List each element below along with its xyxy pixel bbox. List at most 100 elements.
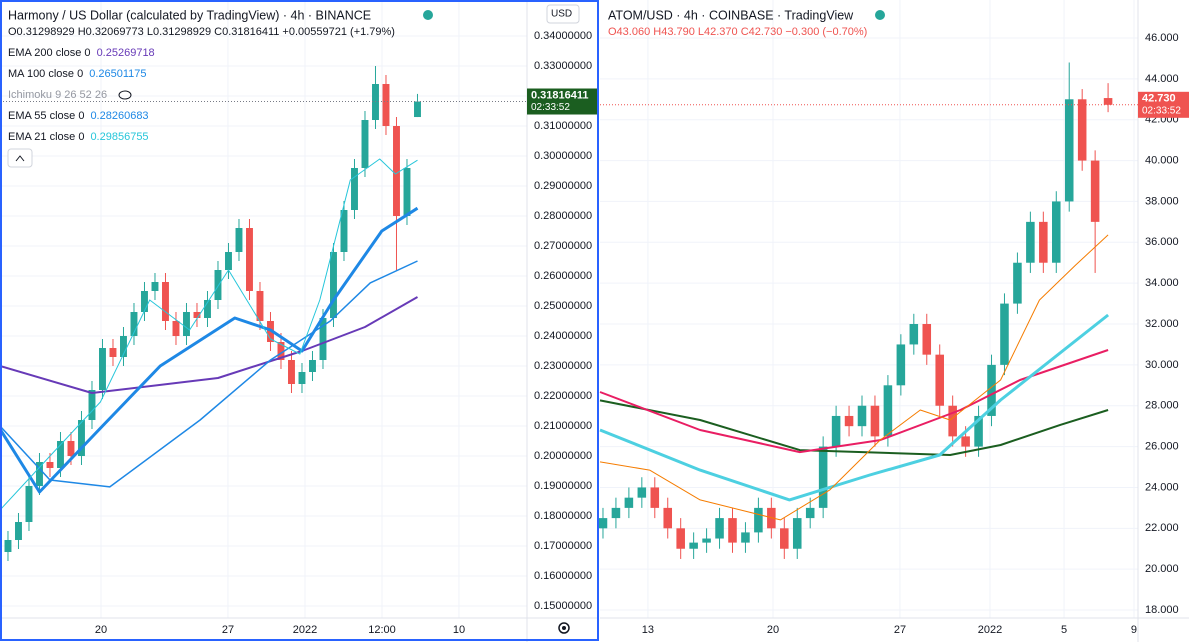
candle-body: [650, 487, 660, 508]
indicator-line: [599, 399, 1109, 456]
x-tick-label: 20: [767, 624, 779, 636]
indicator-legend: MA 100 close 0 0.26501175: [8, 68, 147, 80]
candle-body: [663, 507, 673, 529]
candle-body: [974, 415, 983, 447]
y-tick-label: 0.19000000: [534, 480, 592, 492]
collapse-button[interactable]: [7, 148, 33, 168]
x-tick-label: 20: [95, 624, 107, 636]
price-tag-countdown: 02:33:52: [1142, 105, 1181, 116]
candle-body: [46, 462, 54, 468]
x-tick-label: 27: [894, 624, 906, 636]
candle-body: [330, 252, 337, 318]
candle-body: [1064, 99, 1074, 202]
y-tick-label: 0.18000000: [534, 510, 592, 522]
candle-body: [109, 348, 117, 357]
candle-body: [204, 300, 211, 318]
indicator-value: 0.28260683: [90, 110, 148, 122]
currency-button[interactable]: [546, 4, 580, 24]
price-tag-value: 0.31816411: [531, 89, 589, 101]
y-tick-label: 28.000: [1145, 400, 1179, 412]
y-tick-label: 20.000: [1145, 563, 1179, 575]
price-tag: [1138, 91, 1189, 118]
candle-body: [57, 441, 64, 468]
y-tick-label: 0.25000000: [534, 300, 592, 312]
indicator-legend: EMA 200 close 0 0.25269718: [8, 47, 155, 59]
y-tick-label: 0.24000000: [534, 330, 592, 342]
candle-body: [1090, 160, 1100, 222]
candle-body: [611, 507, 621, 519]
x-tick-label: 5: [1061, 624, 1067, 636]
chart-title: Harmony / US Dollar (calculated by Tradi…: [8, 8, 371, 22]
candle-body: [637, 487, 647, 498]
gear-hub: [562, 626, 566, 630]
candle-body: [340, 210, 348, 252]
y-tick-label: 0.22000000: [534, 390, 592, 402]
candle-body: [792, 518, 802, 549]
indicator-value: 0.25269718: [97, 47, 155, 59]
candle-body: [896, 344, 906, 386]
y-tick-label: 0.27000000: [534, 240, 592, 252]
candle-body: [741, 532, 750, 543]
y-tick-label: 44.000: [1145, 73, 1179, 85]
indicator-line: [599, 313, 1110, 502]
candle-body: [130, 312, 138, 336]
candle-body: [225, 252, 232, 270]
candle-body: [151, 282, 159, 291]
candle-body: [235, 228, 243, 252]
indicator-legend: EMA 55 close 0 0.28260683: [8, 110, 149, 122]
x-tick-label: 10: [453, 624, 465, 636]
candle-body: [754, 507, 763, 533]
candle-body: [689, 542, 698, 549]
indicator-name: MA 100 close 0: [8, 68, 83, 80]
candle-body: [403, 168, 411, 216]
active-pane-border: [0, 0, 599, 641]
candle-body: [162, 282, 169, 321]
y-tick-label: 0.17000000: [534, 540, 592, 552]
candle-body: [351, 168, 358, 210]
collapse-arrow: [15, 155, 25, 162]
x-tick-label: 12:00: [368, 624, 396, 636]
candle-body: [598, 518, 608, 529]
candle-body: [883, 385, 893, 437]
candle-body: [831, 415, 841, 447]
y-tick-label: 46.000: [1145, 32, 1179, 44]
y-tick-label: 18.000: [1145, 604, 1179, 616]
market-status: [423, 10, 433, 20]
y-tick-label: 24.000: [1145, 481, 1179, 493]
currency-label: USD: [551, 9, 572, 20]
indicator-name: EMA 200 close 0: [8, 47, 91, 59]
candle-body: [870, 405, 880, 437]
y-tick-label: 0.15000000: [534, 600, 592, 612]
price-tag-value: 42.730: [1142, 93, 1176, 105]
y-tick-label: 0.28000000: [534, 210, 592, 222]
gear: [558, 622, 570, 634]
y-tick-label: 0.29000000: [534, 180, 592, 192]
candle-body: [393, 126, 400, 216]
candle-body: [414, 101, 421, 118]
candle-body: [702, 538, 711, 543]
y-tick-label: 32.000: [1145, 318, 1179, 330]
candle-body: [319, 318, 327, 360]
candle-body: [99, 348, 106, 390]
candle-body: [909, 324, 919, 345]
eye-icon[interactable]: [118, 90, 132, 100]
candle-body: [961, 436, 970, 447]
candle-body: [120, 336, 127, 357]
candle-body: [922, 324, 932, 355]
settings-icon[interactable]: [558, 622, 570, 634]
indicator-line: [0, 158, 418, 511]
y-tick-label: 0.34000000: [534, 30, 592, 42]
y-tick-label: 0.21000000: [534, 420, 592, 432]
candle-body: [805, 507, 815, 519]
candle-body: [288, 360, 295, 384]
y-tick-label: 36.000: [1145, 236, 1179, 248]
chart-title: ATOM/USD · 4h · COINBASE · TradingView: [608, 8, 854, 22]
indicator-name: EMA 55 close 0: [8, 110, 84, 122]
y-tick-label: 30.000: [1145, 359, 1179, 371]
price-tag: [527, 88, 598, 115]
candle-body: [309, 360, 316, 372]
y-tick-label: 34.000: [1145, 277, 1179, 289]
y-tick-label: 0.20000000: [534, 450, 592, 462]
indicator-line: [0, 296, 418, 394]
